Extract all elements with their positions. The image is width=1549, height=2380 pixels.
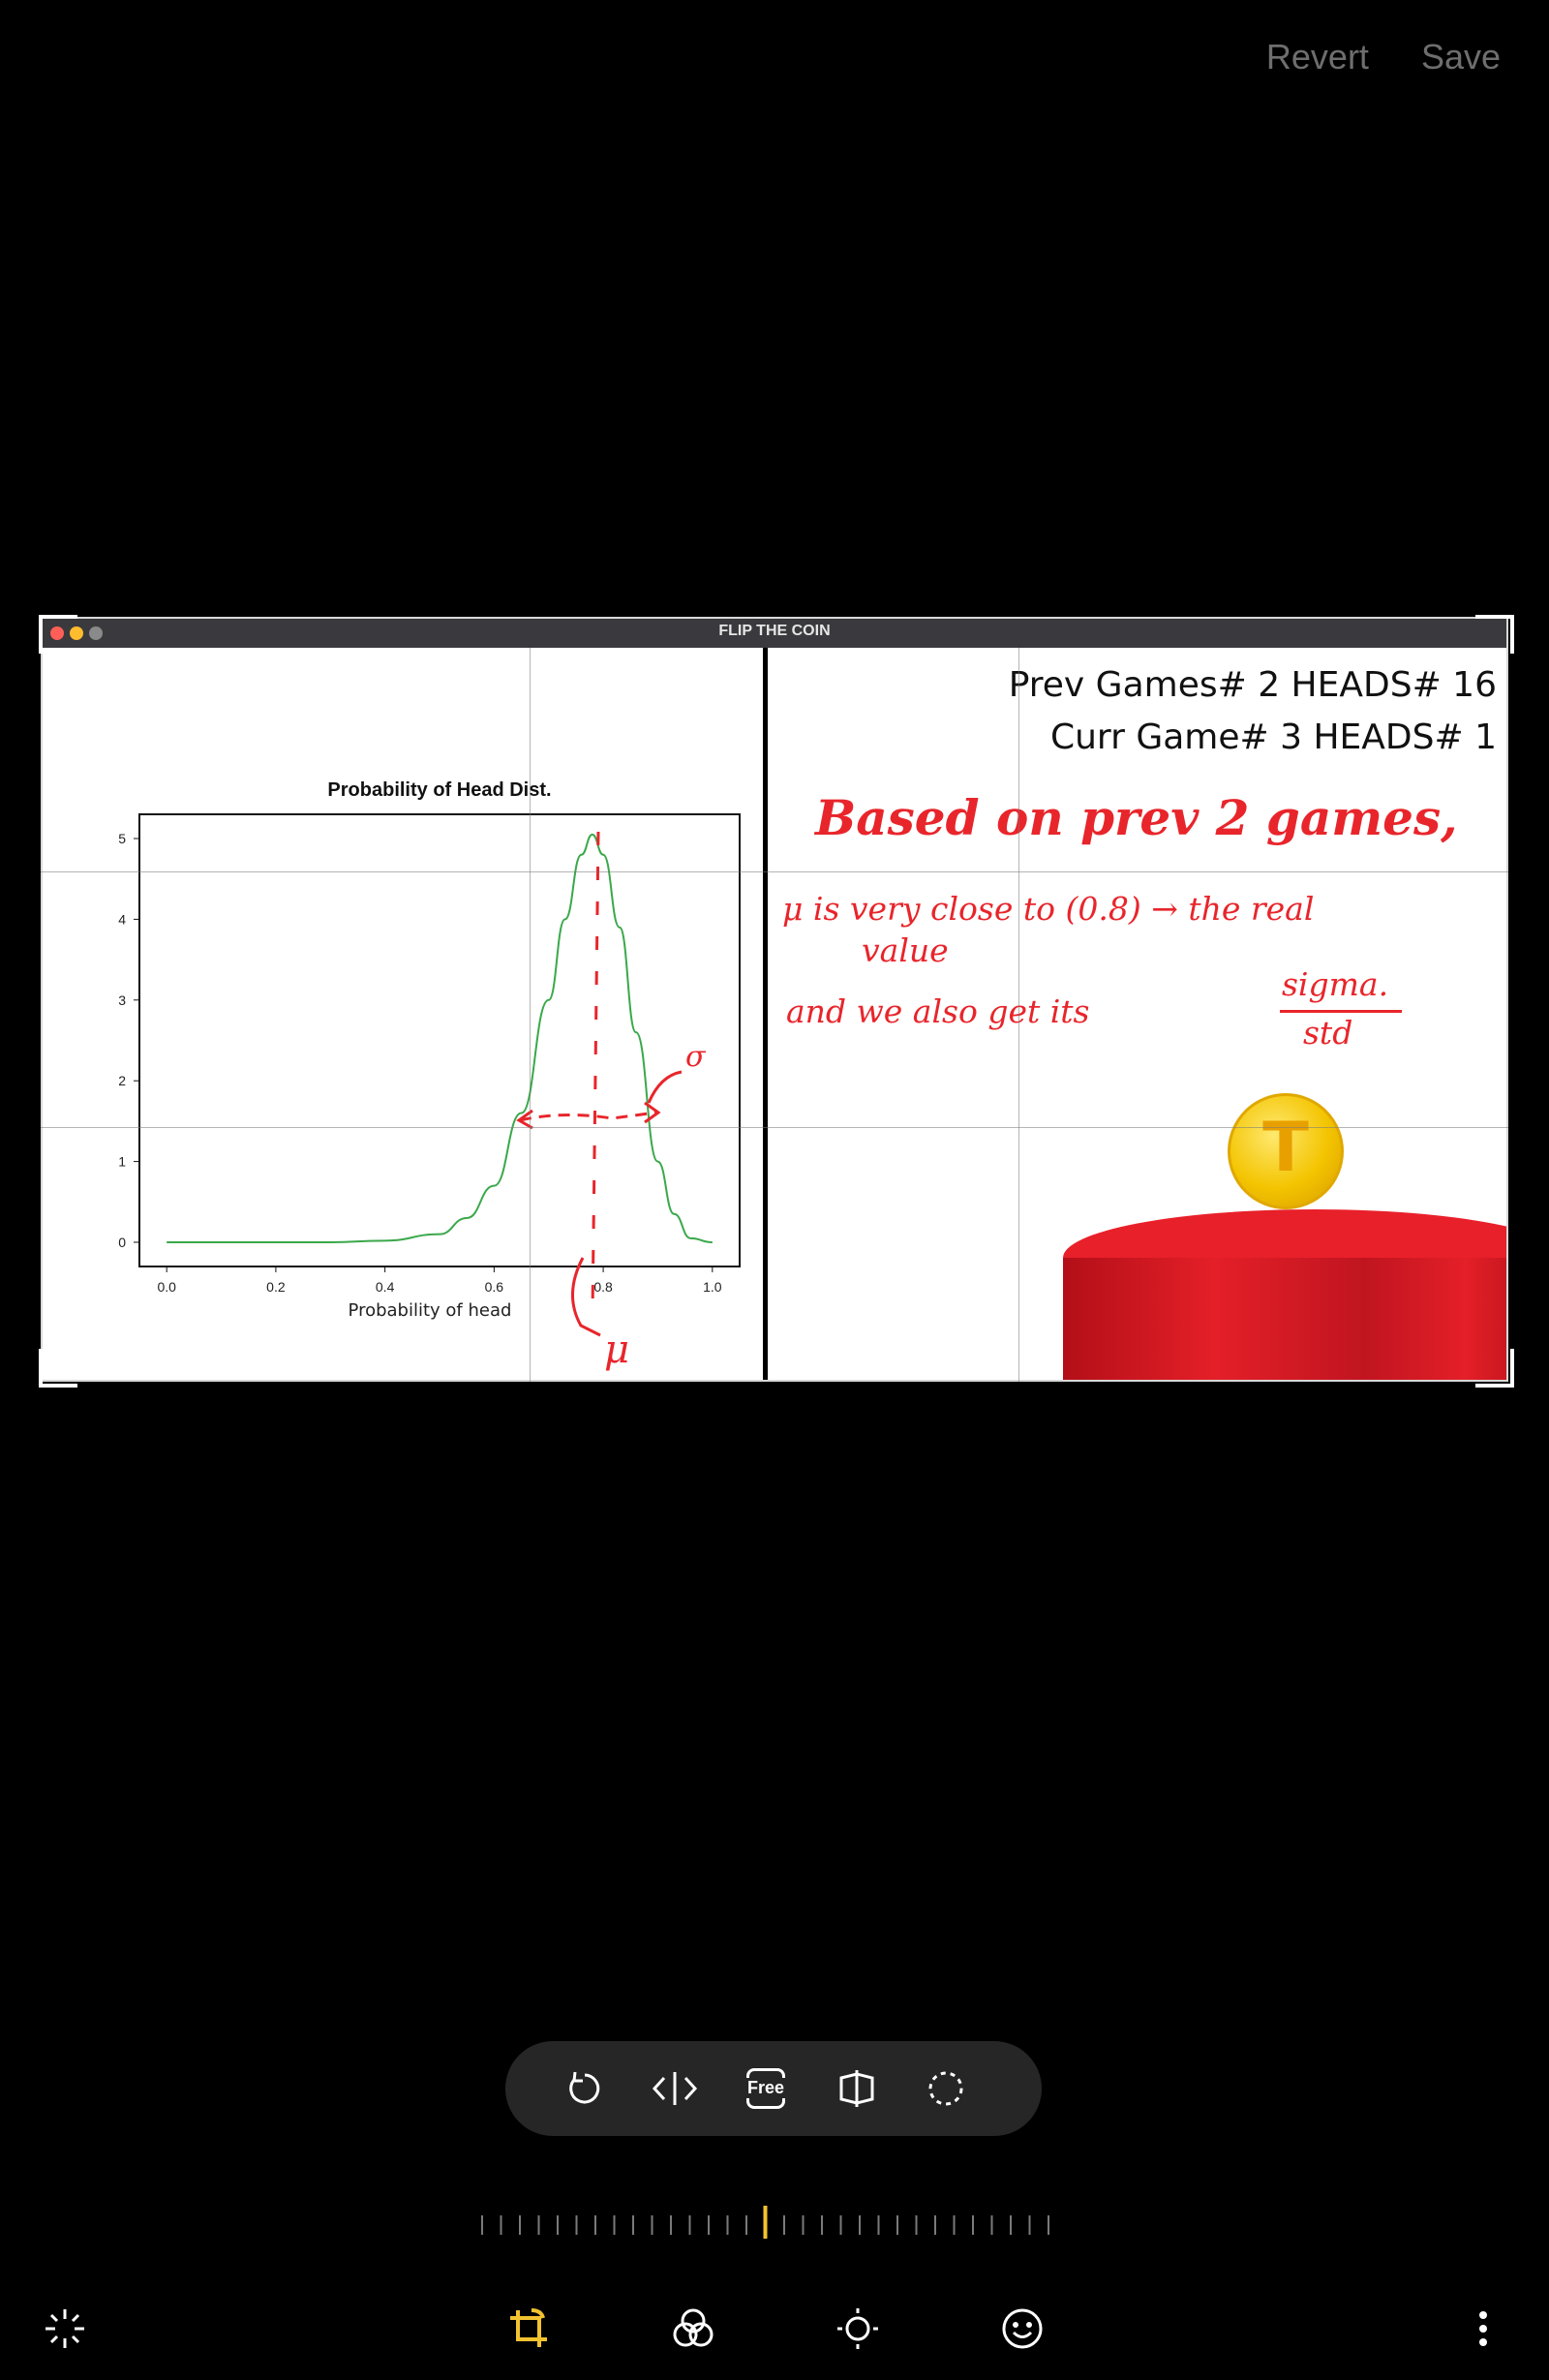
x-tick-label: 0.0 — [157, 1279, 176, 1295]
y-tick-label: 0 — [118, 1235, 126, 1250]
x-tick-label: 0.8 — [593, 1279, 613, 1295]
x-tick-label: 1.0 — [703, 1279, 722, 1295]
handwritten-note: Based on prev 2 games, μ is very close t… — [778, 781, 1508, 1188]
rotate-icon[interactable] — [560, 2064, 608, 2113]
perspective-icon[interactable] — [833, 2064, 881, 2113]
y-tick-label: 3 — [118, 992, 126, 1008]
top-bar: Revert Save — [1266, 37, 1501, 77]
close-dot — [50, 626, 64, 640]
auto-enhance-icon[interactable] — [41, 2295, 89, 2363]
x-axis-label: Probability of head — [349, 1300, 512, 1321]
x-tick-label: 0.6 — [485, 1279, 504, 1295]
y-tick-label: 4 — [118, 911, 126, 927]
mu-label: μ — [604, 1327, 629, 1372]
x-tick-label: 0.2 — [266, 1279, 286, 1295]
crop-handle-bottom-right[interactable] — [1475, 1349, 1514, 1388]
crop-handle-top-right[interactable] — [1475, 615, 1514, 654]
crop-grid-line-v2 — [1018, 648, 1019, 1382]
zoom-dot — [89, 626, 103, 640]
mean-marker-line — [591, 831, 600, 1317]
brightness-icon[interactable] — [833, 2295, 883, 2363]
crop-grid-line-h1 — [41, 871, 1508, 872]
curr-game-line: Curr Game# 3 HEADS# 1 — [1049, 717, 1497, 757]
mu-pointer — [571, 1257, 601, 1337]
sigma-label: σ — [685, 1040, 707, 1074]
chart-title: Probability of Head Dist. — [327, 779, 551, 801]
coin: T — [1228, 1093, 1344, 1209]
window-titlebar: FLIP THE COIN — [41, 617, 1508, 648]
sigma-arrow-head-left — [516, 1109, 533, 1130]
sigma-arrow-head-right — [644, 1101, 661, 1124]
sticker-icon[interactable] — [997, 2295, 1048, 2363]
y-axis: 0 1 2 3 4 5 — [118, 831, 139, 1250]
crop-grid-line-h2 — [41, 1127, 1508, 1128]
note-line-1: Based on prev 2 games, — [815, 789, 1458, 846]
minimize-dot — [70, 626, 83, 640]
crop-rotate-icon[interactable] — [503, 2295, 554, 2363]
crop-toolbar: Free — [505, 2041, 1042, 2136]
lasso-icon[interactable] — [922, 2064, 970, 2113]
note-line-2b: value — [862, 931, 949, 969]
crop-handle-top-left[interactable] — [39, 615, 77, 654]
note-line-2: μ is very close to (0.8) → the real — [782, 890, 1315, 928]
revert-button[interactable]: Revert — [1265, 37, 1369, 76]
fraction-line — [1280, 1010, 1402, 1013]
free-ratio-button[interactable]: Free — [736, 2064, 796, 2113]
window-title: FLIP THE COIN — [718, 623, 831, 639]
y-tick-label: 1 — [118, 1154, 126, 1170]
crop-frame[interactable] — [41, 617, 1508, 1382]
panel-divider — [763, 648, 768, 1382]
note-line-3: and we also get its — [786, 992, 1090, 1030]
y-tick-label: 5 — [118, 831, 126, 846]
note-std: std — [1303, 1014, 1353, 1052]
save-button[interactable]: Save — [1420, 37, 1501, 76]
prev-games-line: Prev Games# 2 HEADS# 16 — [1008, 665, 1497, 705]
crop-grid-line-v1 — [530, 648, 531, 1382]
free-ratio-label: Free — [736, 2078, 796, 2098]
filters-icon[interactable] — [668, 2295, 718, 2363]
drum-body — [1063, 1258, 1508, 1382]
sigma-pointer — [647, 1070, 683, 1104]
crop-handle-bottom-left[interactable] — [39, 1349, 77, 1388]
coin-letter: T — [1262, 1108, 1309, 1187]
plot-area — [138, 813, 741, 1267]
photo-canvas[interactable]: FLIP THE COIN Probability of Head Dist. … — [41, 617, 1508, 1382]
more-icon[interactable] — [1466, 2295, 1501, 2363]
x-tick-label: 0.4 — [376, 1279, 395, 1295]
x-axis: 0.0 0.2 0.4 0.6 0.8 1.0 — [157, 1266, 722, 1295]
angle-ruler[interactable] — [476, 2206, 1057, 2241]
distribution-curve — [167, 833, 713, 1243]
flip-icon[interactable] — [651, 2064, 699, 2113]
y-tick-label: 2 — [118, 1073, 126, 1088]
note-sigma: sigma. — [1282, 965, 1389, 1003]
